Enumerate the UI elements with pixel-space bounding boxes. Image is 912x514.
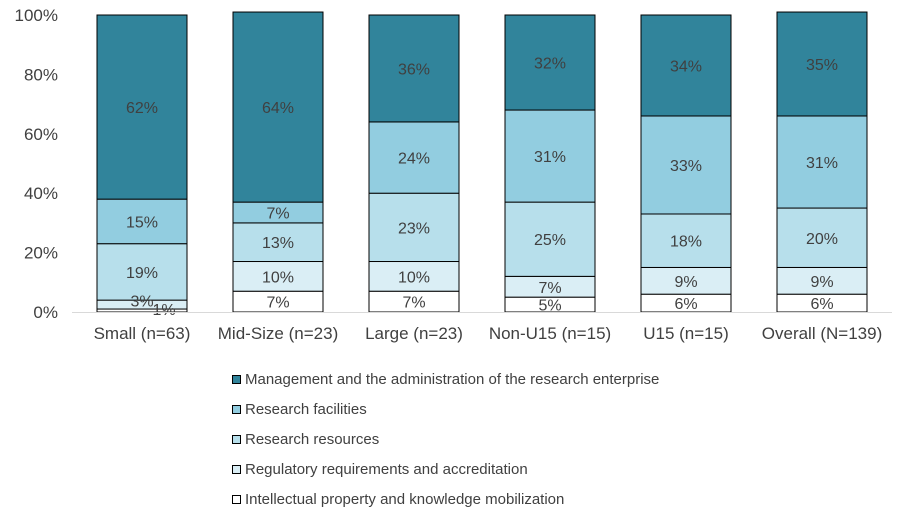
legend-item: Research facilities (232, 394, 659, 424)
data-label: 15% (126, 214, 158, 231)
y-tick-label: 80% (24, 65, 58, 84)
data-label: 5% (538, 298, 561, 315)
x-tick-label: U15 (n=15) (643, 324, 729, 343)
data-label: 33% (670, 158, 702, 175)
data-label: 23% (398, 220, 430, 237)
data-label: 10% (262, 269, 294, 286)
bar-segment (368, 261, 460, 292)
data-label: 24% (398, 151, 430, 168)
data-label: 36% (398, 61, 430, 78)
legend-item: Intellectual property and knowledge mobi… (232, 484, 659, 514)
data-label: 64% (262, 100, 294, 117)
y-tick-label: 0% (33, 303, 58, 322)
legend-swatch (232, 404, 241, 414)
data-label: 9% (810, 274, 833, 291)
y-tick-label: 100% (15, 6, 58, 25)
data-label: 6% (810, 296, 833, 313)
data-label: 7% (538, 280, 561, 297)
x-tick-label: Large (n=23) (365, 324, 463, 343)
legend-swatch (232, 434, 241, 444)
bar-segment (640, 213, 732, 268)
legend-swatch (232, 464, 241, 474)
legend-swatch (232, 374, 241, 384)
data-label: 35% (806, 57, 838, 74)
x-tick-label: Small (n=63) (94, 324, 191, 343)
legend-label: Intellectual property and knowledge mobi… (245, 490, 565, 508)
bar-segment (232, 11, 324, 203)
data-label: 18% (670, 234, 702, 251)
bar-segment (776, 11, 868, 117)
y-tick-label: 60% (24, 125, 58, 144)
data-label: 10% (398, 269, 430, 286)
legend-label: Regulatory requirements and accreditatio… (245, 460, 528, 478)
data-label: 9% (674, 274, 697, 291)
bar-segment (96, 14, 188, 200)
legend: Management and the administration of the… (232, 364, 659, 514)
y-axis: 0% 20% 40% 60% 80% 100% (15, 6, 58, 322)
bar-segment (640, 14, 732, 117)
x-tick-label: Non-U15 (n=15) (489, 324, 611, 343)
x-axis: Small (n=63) Mid-Size (n=23) Large (n=23) N… (72, 312, 892, 343)
data-label: 7% (402, 295, 425, 312)
data-label: 34% (670, 58, 702, 75)
x-tick-label: Overall (N=139) (762, 324, 882, 343)
bar-segment (368, 121, 460, 194)
stacked-bar-chart: 0% 20% 40% 60% 80% 100% 1%3% 19% 15% 62% 7% 10% 13%… (15, 6, 892, 343)
data-label: 7% (266, 295, 289, 312)
bars (96, 11, 868, 313)
bar-segment (776, 207, 868, 268)
y-tick-label: 20% (24, 244, 58, 263)
legend-item: Research resources (232, 424, 659, 454)
bar-segment (504, 201, 596, 277)
bar-segment (640, 115, 732, 215)
legend-label: Management and the administration of the… (245, 370, 660, 388)
data-label: 1% (152, 302, 175, 319)
legend-label: Research facilities (245, 400, 367, 418)
data-label: 13% (262, 235, 294, 252)
legend-label: Research resources (245, 430, 380, 448)
bar-segment (504, 109, 596, 203)
data-labels: 1%3% 19% 15% 62% 7% 10% 13% 7% 64% 7% 10% 23% 24% 36%… (126, 56, 838, 319)
data-label: 7% (266, 206, 289, 223)
legend-swatch (232, 494, 241, 504)
bar-segment (96, 243, 188, 301)
bar-segment (504, 14, 596, 111)
bar-segment (776, 115, 868, 209)
data-label: 31% (534, 149, 566, 166)
bar-segment (232, 261, 324, 292)
legend-item: Regulatory requirements and accreditatio… (232, 454, 659, 484)
data-label: 32% (534, 56, 566, 73)
data-label: 6% (674, 296, 697, 313)
bar-segment (368, 14, 460, 123)
bar-segment (96, 198, 188, 245)
bar-segment (232, 222, 324, 263)
data-label: 25% (534, 232, 566, 249)
bar-segment (368, 192, 460, 263)
data-label: 3% (130, 294, 153, 311)
bar-segment (640, 266, 732, 295)
data-label: 19% (126, 265, 158, 282)
data-label: 20% (806, 231, 838, 248)
legend-item: Management and the administration of the… (232, 364, 659, 394)
x-tick-label: Mid-Size (n=23) (218, 324, 338, 343)
y-tick-label: 40% (24, 184, 58, 203)
bar-segment (776, 266, 868, 295)
data-label: 62% (126, 100, 158, 117)
data-label: 31% (806, 155, 838, 172)
